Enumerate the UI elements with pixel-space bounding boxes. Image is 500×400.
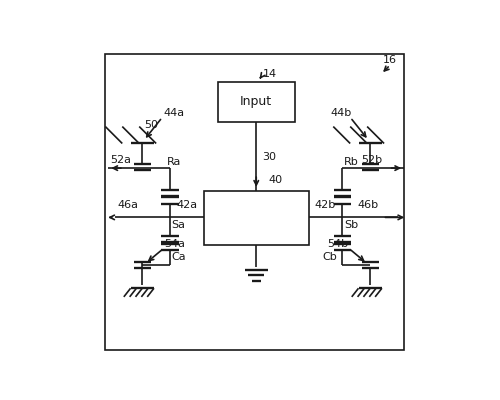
Text: 52a: 52a [110,156,131,166]
Text: 54a: 54a [164,238,185,248]
Text: 44b: 44b [330,108,351,118]
Text: 52b: 52b [361,156,382,166]
Text: Ca: Ca [172,252,186,262]
Text: Cb: Cb [322,252,337,262]
Bar [218,82,295,122]
Bar [204,191,308,245]
Text: Sb: Sb [344,220,358,230]
Text: 14: 14 [262,69,276,79]
Text: Rb: Rb [344,157,359,167]
Text: 30: 30 [262,152,276,162]
Text: 46a: 46a [118,200,139,210]
Text: 46b: 46b [358,200,379,210]
Text: 50: 50 [144,120,158,130]
Text: 42a: 42a [176,200,198,210]
Text: 54b: 54b [327,238,348,248]
Text: Input: Input [240,96,272,108]
Text: Sa: Sa [172,220,185,230]
Text: 16: 16 [382,55,396,65]
Text: 40: 40 [268,176,282,186]
Text: 42b: 42b [315,200,336,210]
Text: Ra: Ra [167,157,182,167]
Text: 44a: 44a [164,108,185,118]
